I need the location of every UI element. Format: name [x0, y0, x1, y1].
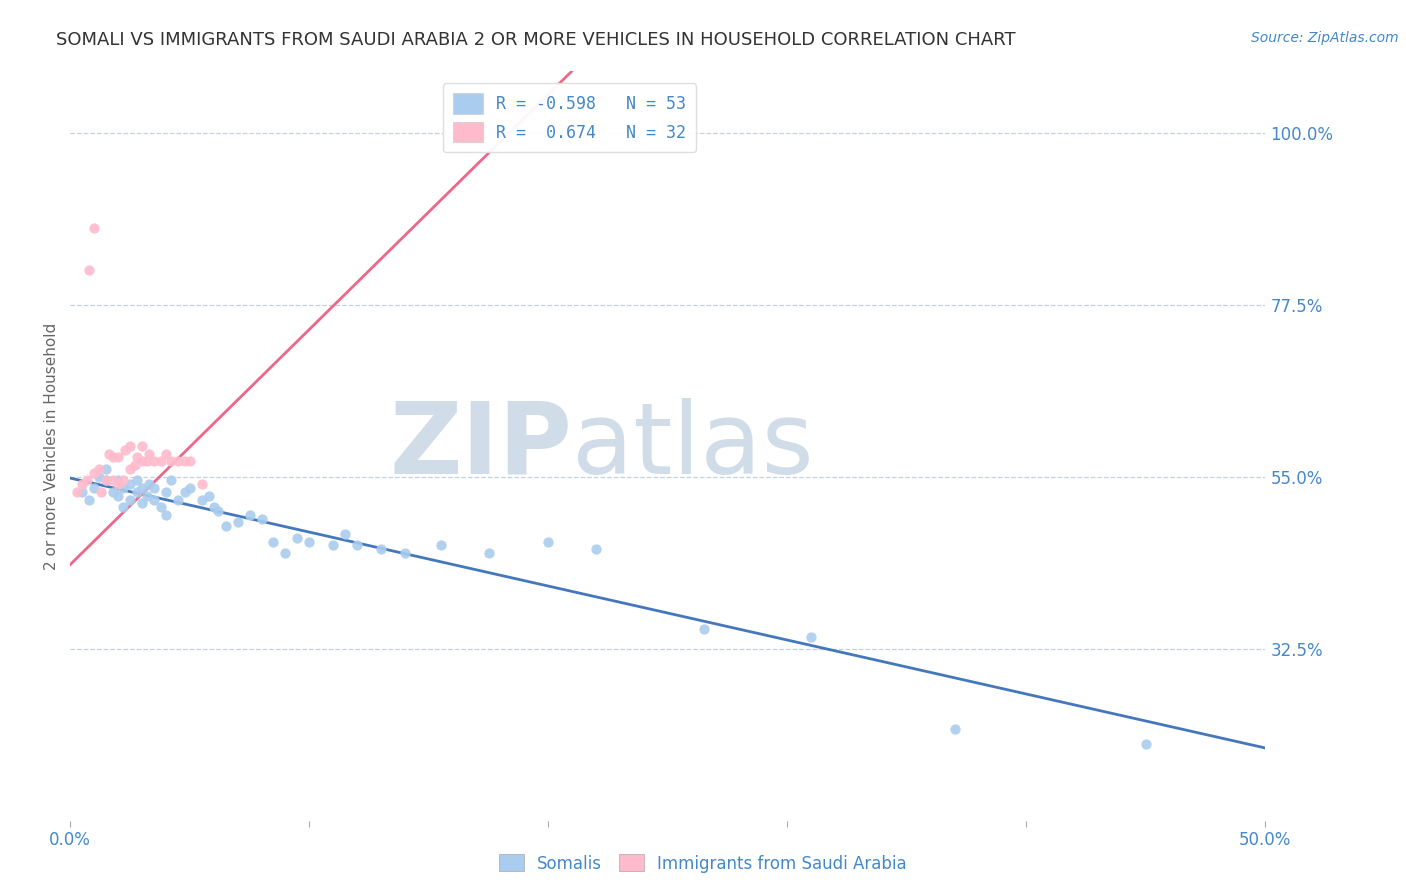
Point: [83, 481, 105, 495]
Point: [135, 454, 157, 468]
Point: [114, 442, 136, 457]
Point: [111, 500, 134, 515]
Point: [191, 477, 214, 491]
Point: [83, 221, 105, 235]
Text: ZIP: ZIP: [389, 398, 572, 494]
Point: [346, 538, 368, 552]
Point: [103, 450, 125, 465]
Point: [66, 484, 89, 499]
Point: [97, 447, 120, 461]
Point: [150, 454, 173, 468]
Point: [430, 538, 453, 552]
Point: [138, 477, 160, 491]
Point: [143, 481, 166, 495]
Text: SOMALI VS IMMIGRANTS FROM SAUDI ARABIA 2 OR MORE VEHICLES IN HOUSEHOLD CORRELATI: SOMALI VS IMMIGRANTS FROM SAUDI ARABIA 2…: [56, 31, 1017, 49]
Point: [263, 534, 285, 549]
Point: [143, 454, 166, 468]
Point: [394, 546, 416, 560]
Point: [198, 489, 221, 503]
Point: [159, 474, 181, 488]
Point: [96, 474, 117, 488]
Point: [166, 454, 188, 468]
Point: [124, 458, 146, 472]
Point: [90, 484, 112, 499]
Point: [191, 492, 214, 507]
Point: [107, 477, 129, 491]
Point: [150, 500, 173, 515]
Point: [1135, 737, 1157, 751]
Point: [287, 531, 309, 545]
Point: [131, 496, 153, 510]
Legend: R = -0.598   N = 53, R =  0.674   N = 32: R = -0.598 N = 53, R = 0.674 N = 32: [443, 84, 696, 153]
Point: [202, 500, 225, 515]
Y-axis label: 2 or more Vehicles in Household: 2 or more Vehicles in Household: [44, 322, 59, 570]
Point: [131, 481, 153, 495]
Point: [70, 484, 93, 499]
Point: [131, 454, 153, 468]
Point: [107, 474, 129, 488]
Point: [800, 630, 823, 644]
Point: [207, 504, 229, 518]
Point: [120, 462, 141, 476]
Point: [250, 511, 273, 525]
Point: [111, 481, 134, 495]
Point: [96, 474, 117, 488]
Point: [370, 542, 392, 557]
Point: [239, 508, 262, 522]
Point: [87, 469, 110, 483]
Point: [120, 439, 141, 453]
Point: [159, 454, 181, 468]
Point: [138, 447, 160, 461]
Point: [174, 484, 197, 499]
Point: [143, 492, 166, 507]
Text: atlas: atlas: [572, 398, 814, 494]
Point: [76, 474, 98, 488]
Point: [111, 474, 134, 488]
Point: [478, 546, 501, 560]
Point: [335, 527, 357, 541]
Point: [107, 450, 129, 465]
Point: [155, 447, 177, 461]
Point: [226, 516, 249, 530]
Point: [135, 489, 157, 503]
Point: [70, 477, 93, 491]
Point: [174, 454, 197, 468]
Point: [127, 484, 149, 499]
Point: [127, 474, 149, 488]
Point: [127, 450, 149, 465]
Point: [214, 519, 236, 533]
Point: [103, 484, 125, 499]
Point: [166, 492, 188, 507]
Point: [96, 462, 117, 476]
Point: [537, 534, 560, 549]
Point: [87, 462, 110, 476]
Point: [107, 489, 129, 503]
Point: [179, 454, 201, 468]
Text: Source: ZipAtlas.com: Source: ZipAtlas.com: [1251, 31, 1399, 45]
Point: [83, 466, 105, 480]
Point: [103, 474, 125, 488]
Point: [155, 484, 177, 499]
Legend: Somalis, Immigrants from Saudi Arabia: Somalis, Immigrants from Saudi Arabia: [492, 847, 914, 880]
Point: [120, 477, 141, 491]
Point: [120, 492, 141, 507]
Point: [131, 439, 153, 453]
Point: [693, 623, 716, 637]
Point: [585, 542, 607, 557]
Point: [298, 534, 321, 549]
Point: [79, 263, 101, 277]
Point: [274, 546, 297, 560]
Point: [155, 508, 177, 522]
Point: [943, 722, 966, 736]
Point: [179, 481, 201, 495]
Point: [322, 538, 344, 552]
Point: [79, 492, 101, 507]
